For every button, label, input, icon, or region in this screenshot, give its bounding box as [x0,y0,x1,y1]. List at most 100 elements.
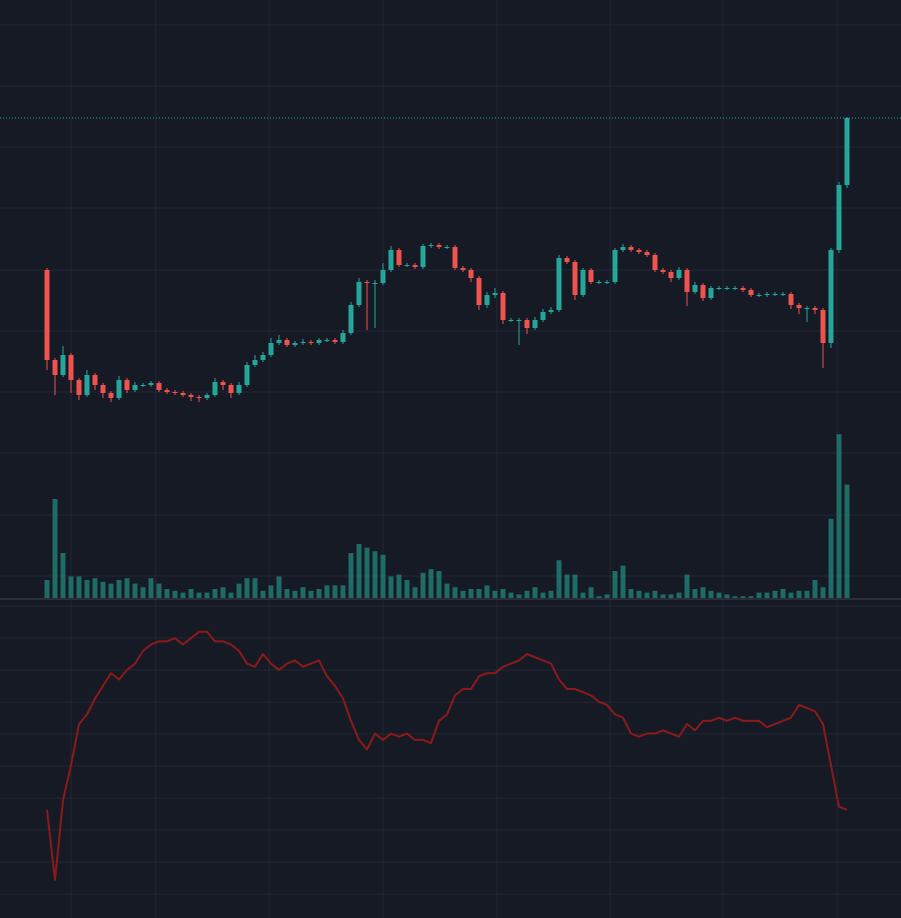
volume-bar [348,553,354,598]
candle-body [676,270,682,278]
candle-body [700,285,706,298]
volume-bar [324,585,330,598]
candle-body [428,245,434,246]
volume-bar [364,547,370,598]
volume-bar [692,589,698,598]
candle-body [180,393,186,395]
candle-body [60,355,66,375]
volume-bar [708,590,714,598]
volume-bar [732,596,738,598]
volume-bar [652,590,658,598]
candle-body [684,270,690,292]
candle-body [572,262,578,295]
volume-bar [676,592,682,598]
volume-bar [140,587,146,598]
volume-bar [428,569,434,598]
volume-bar [780,589,786,598]
candle-body [508,320,514,321]
volume-bar [716,592,722,598]
volume-bar [764,592,770,598]
candle-body [660,270,666,272]
volume-bar [532,587,538,598]
volume-bar [540,592,546,598]
volume-bar [260,590,266,598]
candle-body [124,380,130,390]
volume-bar [756,592,762,598]
volume-bar [668,594,674,598]
volume-bar [308,590,314,598]
candle-body [652,255,658,270]
candle-body [276,340,282,343]
candle-body [740,288,746,290]
candle-body [372,283,378,284]
volume-bar [484,585,490,598]
volume-bar [604,594,610,598]
candle-body [708,288,714,298]
candle-body [580,270,586,295]
volume-bar [196,592,202,598]
volume-bar [212,589,218,598]
candle-body [404,265,410,266]
volume-bar [284,589,290,598]
candle-body [788,294,794,305]
candle-body [396,250,402,265]
volume-bar [460,590,466,598]
candle-body [220,382,226,385]
volume-bar [252,578,258,598]
volume-bar [468,589,474,598]
candle-body [236,385,242,393]
volume-bar [108,583,114,598]
volume-bar [60,553,66,598]
volume-bar [836,434,842,598]
volume-bar [700,587,706,598]
candle-body [420,246,426,267]
volume-bar [572,574,578,598]
candle-body [108,393,114,398]
candle-body [364,282,370,283]
candle-body [292,343,298,345]
volume-bar [276,576,282,598]
candle-body [356,282,362,305]
candle-body [84,375,90,395]
candle-body [772,294,778,295]
volume-bar [332,585,338,598]
candle-body [284,340,290,345]
volume-bar [244,578,250,598]
candle-body [764,294,770,295]
volume-bar [172,590,178,598]
candle-body [348,305,354,333]
candle-body [604,282,610,283]
volume-bar [628,589,634,598]
volume-bar [564,574,570,598]
candle-body [548,310,554,312]
volume-bar [812,580,818,598]
candle-body [204,395,210,398]
volume-bar [220,587,226,598]
volume-bar [124,578,130,598]
candle-body [308,342,314,343]
candle-body [596,282,602,283]
volume-bar [268,585,274,598]
volume-bar [748,596,754,598]
candle-body [724,288,730,289]
candle-body [260,355,266,360]
volume-bar [660,594,666,598]
volume-bar [92,578,98,598]
candle-body [132,385,138,390]
volume-bar [524,590,530,598]
volume-bar [724,594,730,598]
candle-body [436,245,442,247]
candle-body [228,385,234,393]
candle-body [244,365,250,385]
candle-body [756,295,762,296]
candle-body [588,270,594,282]
volume-bar [684,574,690,598]
volume-bar [412,587,418,598]
volume-bar [356,544,362,598]
candle-body [324,340,330,341]
volume-bar [84,580,90,598]
candle-body [532,320,538,328]
candle-body [100,385,106,393]
